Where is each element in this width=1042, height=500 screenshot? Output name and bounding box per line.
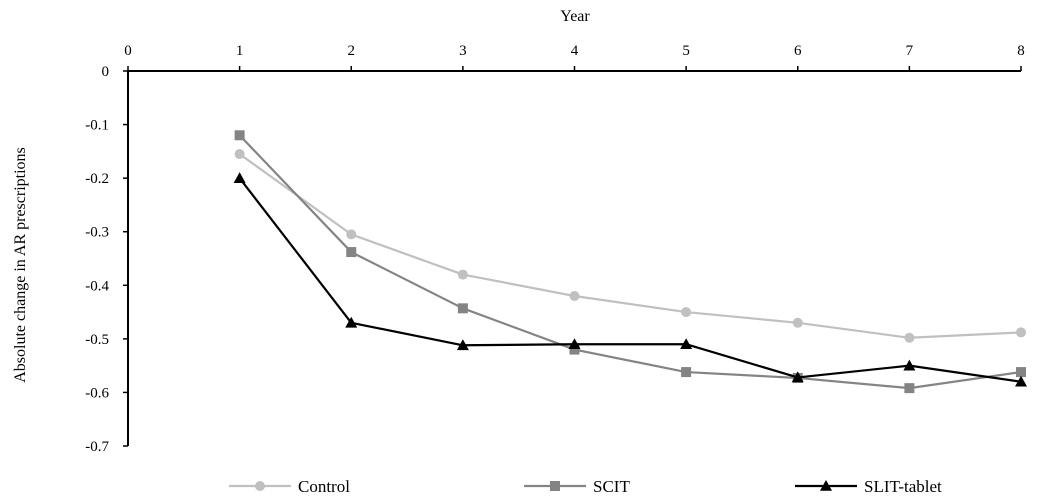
data-point-triangle — [791, 371, 804, 383]
data-point-triangle — [456, 339, 469, 351]
data-point-square — [234, 130, 245, 141]
series-control — [234, 149, 1026, 343]
x-axis-title: Year — [560, 8, 590, 25]
data-point-triangle — [903, 359, 916, 371]
data-point-square — [681, 367, 692, 378]
legend-item: SCIT — [524, 477, 630, 496]
x-tick-label: 1 — [236, 43, 244, 59]
x-tick-label: 6 — [794, 43, 802, 59]
data-point-circle — [681, 307, 692, 318]
data-point-circle — [1016, 327, 1026, 338]
y-tick-label: -0.2 — [85, 171, 109, 187]
y-tick-label: -0.4 — [85, 278, 109, 294]
series-slit-tablet — [233, 172, 1027, 387]
data-point-circle — [346, 229, 357, 240]
data-point-circle — [234, 149, 245, 160]
series-line — [238, 134, 1022, 390]
legend-label: SLIT-tablet — [864, 477, 942, 496]
y-axis-title: Absolute change in AR prescriptions — [12, 147, 29, 383]
data-point-circle — [569, 291, 580, 301]
data-point-triangle — [1015, 375, 1027, 387]
data-point-circle — [792, 317, 803, 328]
plot-area — [233, 130, 1027, 394]
y-tick-label: -0.1 — [85, 118, 109, 134]
data-point-triangle — [568, 338, 581, 350]
legend-label: Control — [298, 477, 350, 496]
data-point-square — [904, 383, 915, 394]
data-point-square — [550, 481, 560, 491]
y-tick-label: 0 — [102, 64, 110, 80]
axes: 0 1 2 3 4 5 6 7 8 0 -0.1 -0.2 -0.3 -0.4 -0.5 -0.6 -0.7 — [85, 43, 1025, 455]
data-point-square — [569, 344, 580, 355]
y-tick-label: -0.6 — [85, 385, 109, 401]
data-point-circle — [904, 332, 915, 343]
legend-item: SLIT-tablet — [795, 477, 942, 496]
x-tick-label: 3 — [459, 43, 467, 59]
legend-label: SCIT — [593, 477, 630, 496]
series-scit — [234, 130, 1026, 394]
data-point-square — [346, 247, 357, 258]
series-line — [238, 177, 1022, 383]
x-tick-label: 8 — [1017, 43, 1025, 59]
x-tick-label: 7 — [906, 43, 914, 59]
x-tick-label: 5 — [682, 43, 690, 59]
data-point-triangle — [820, 480, 832, 491]
y-tick-label: -0.5 — [85, 332, 109, 348]
x-tick-label: 2 — [348, 43, 356, 59]
legend: Control SCIT SLIT-tablet — [229, 477, 942, 496]
data-point-triangle — [345, 316, 358, 328]
x-tick-label: 4 — [571, 43, 579, 59]
series-line — [238, 153, 1022, 339]
data-point-square — [457, 303, 468, 314]
data-point-triangle — [680, 338, 693, 350]
y-tick-label: -0.3 — [85, 225, 109, 241]
data-point-circle — [255, 481, 265, 491]
data-point-triangle — [233, 172, 246, 183]
x-tick-label: 0 — [124, 43, 132, 59]
y-tick-label: -0.7 — [85, 439, 109, 455]
legend-item: Control — [229, 477, 350, 496]
data-point-square — [1016, 367, 1026, 378]
data-point-circle — [457, 269, 468, 280]
